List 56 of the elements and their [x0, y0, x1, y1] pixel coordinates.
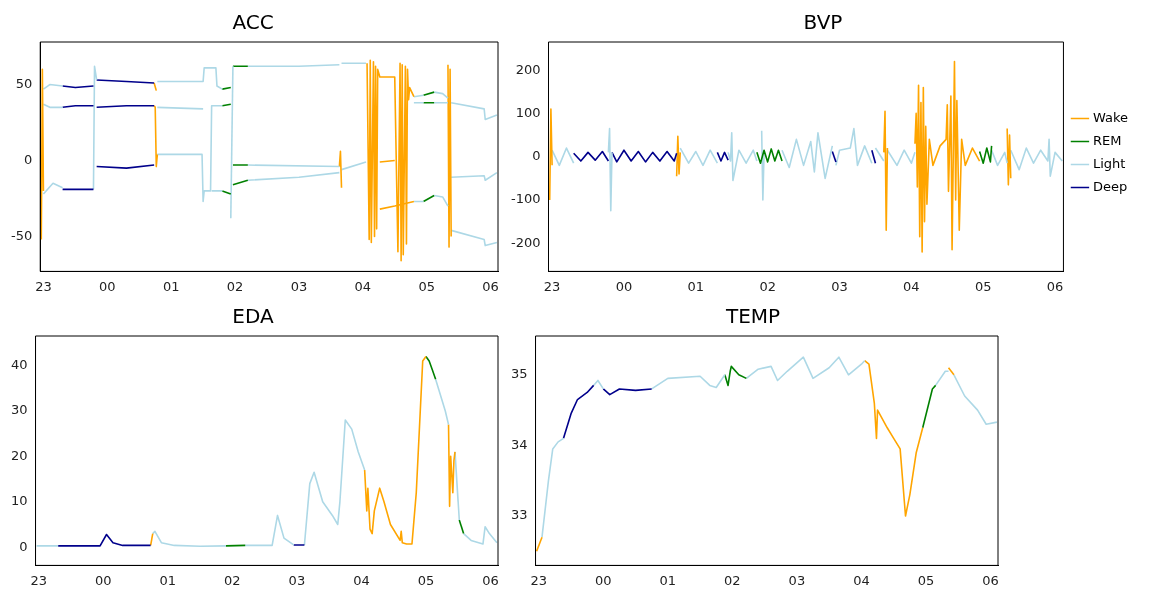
y-tick-label: 100 — [515, 104, 541, 120]
x-tick-label: 02 — [224, 572, 241, 588]
y-tick-label: 35 — [511, 366, 528, 382]
x-tick-label: 00 — [99, 278, 116, 294]
chart-title: TEMP — [724, 304, 781, 329]
y-tick-label: -50 — [11, 227, 33, 243]
y-tick-label: 33 — [511, 507, 528, 523]
x-tick-label: 05 — [417, 572, 435, 588]
y-tick-label: 34 — [511, 436, 528, 452]
x-tick-label: 23 — [35, 278, 52, 294]
y-tick-label: -100 — [510, 191, 541, 207]
x-tick-label: 02 — [226, 278, 244, 294]
x-tick-label: 02 — [724, 572, 741, 588]
legend-label: Wake — [1092, 109, 1129, 125]
chart-title: EDA — [232, 304, 274, 329]
x-tick-label: 01 — [159, 572, 177, 588]
x-tick-label: 03 — [788, 572, 806, 588]
x-tick-label: 23 — [30, 572, 48, 588]
x-tick-label: 01 — [659, 572, 677, 588]
y-tick-label: 40 — [11, 356, 28, 372]
x-tick-label: 06 — [482, 572, 499, 588]
x-tick-label: 05 — [418, 278, 435, 294]
x-tick-label: 05 — [917, 572, 935, 588]
x-tick-label: 04 — [353, 572, 370, 588]
y-tick-label: 200 — [515, 61, 541, 77]
x-tick-label: 04 — [354, 278, 372, 294]
x-tick-label: 00 — [95, 572, 112, 588]
y-tick-label: -200 — [510, 234, 541, 250]
x-tick-label: 04 — [903, 278, 920, 294]
legend-label: Deep — [1092, 178, 1128, 194]
x-tick-label: 23 — [530, 572, 548, 588]
chart-title: BVP — [803, 10, 843, 35]
y-tick-label: 10 — [11, 493, 28, 509]
x-tick-label: 05 — [974, 278, 992, 294]
legend-label: REM — [1092, 132, 1122, 148]
y-tick-label: 50 — [15, 75, 33, 91]
x-tick-label: 04 — [853, 572, 870, 588]
y-tick-label: 30 — [11, 402, 28, 418]
y-tick-label: 20 — [11, 447, 28, 463]
x-tick-label: 00 — [615, 278, 633, 294]
x-tick-label: 02 — [759, 278, 776, 294]
x-tick-label: 06 — [1046, 278, 1064, 294]
x-tick-label: 03 — [290, 278, 308, 294]
x-tick-label: 23 — [543, 278, 561, 294]
chart-title: ACC — [232, 10, 274, 35]
x-tick-label: 03 — [831, 278, 848, 294]
x-tick-label: 00 — [595, 572, 612, 588]
y-tick-label: 0 — [23, 151, 33, 167]
legend-label: Light — [1092, 155, 1126, 171]
x-tick-label: 06 — [982, 572, 999, 588]
y-tick-label: 0 — [532, 148, 541, 164]
y-tick-label: 0 — [19, 538, 28, 554]
x-tick-label: 03 — [288, 572, 306, 588]
x-tick-label: 06 — [482, 278, 499, 294]
x-tick-label: 01 — [687, 278, 705, 294]
x-tick-label: 01 — [162, 278, 180, 294]
